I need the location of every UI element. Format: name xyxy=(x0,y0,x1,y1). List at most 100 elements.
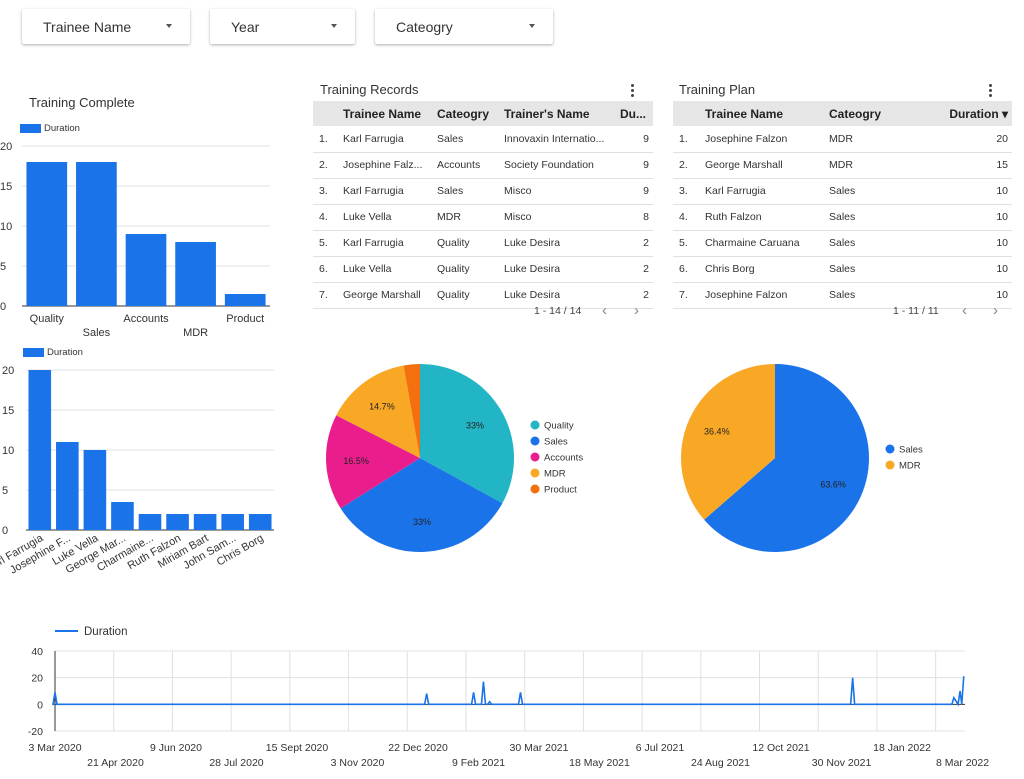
legend-swatch xyxy=(885,444,895,454)
filter-year[interactable]: Year xyxy=(210,9,355,44)
legend-label: MDR xyxy=(899,461,921,472)
cell-category: MDR xyxy=(825,152,915,179)
cell-idx: 2. xyxy=(673,152,701,179)
cell-name: Charmaine Caruana xyxy=(701,230,825,257)
cell-name: Chris Borg xyxy=(701,256,825,283)
cell-category: Quality xyxy=(433,230,500,257)
y-tick-label: 15 xyxy=(2,405,14,417)
cell-idx: 3. xyxy=(673,178,701,205)
pie-slice xyxy=(704,364,869,552)
column-header[interactable]: Trainee Name xyxy=(701,101,825,126)
chevron-down-icon xyxy=(529,24,535,28)
column-header-sorted[interactable]: Duration ▾ xyxy=(915,101,1012,126)
bar xyxy=(83,450,107,530)
bar xyxy=(26,162,68,306)
slice-label: 33% xyxy=(413,517,431,527)
x-tick-label: Accounts xyxy=(123,313,169,325)
y-tick-label: 40 xyxy=(31,646,43,658)
x-tick-label: 24 Aug 2021 xyxy=(691,757,750,769)
cell-idx: 2. xyxy=(313,152,339,179)
table-row[interactable]: 7. Josephine Falzon Sales 10 xyxy=(673,282,1012,309)
bar xyxy=(224,294,266,306)
duration-timeseries-chart: Duration 40 20 0 -20 3 Mar 2020 9 Jun 2020 15 S… xyxy=(28,626,989,769)
cell-duration: 8 xyxy=(616,204,653,231)
table-row[interactable]: 1. Josephine Falzon MDR 20 xyxy=(673,126,1012,153)
more-options-icon[interactable] xyxy=(631,84,634,99)
y-tick-label: 0 xyxy=(2,525,8,537)
records-category-pie: 33% 33% 16.5% 14.7% Quality Sales Accounts MDR P… xyxy=(326,364,583,552)
legend-swatch xyxy=(530,420,540,430)
y-tick-label: 0 xyxy=(0,301,6,313)
bar xyxy=(248,514,272,530)
pie-slice xyxy=(340,458,503,552)
x-tick-label: 9 Feb 2021 xyxy=(452,757,505,769)
cell-idx: 1. xyxy=(673,126,701,153)
y-tick-label: 5 xyxy=(0,261,6,273)
table-row[interactable]: 4. Ruth Falzon Sales 10 xyxy=(673,204,1012,231)
table-row[interactable]: 7. George Marshall Quality Luke Desira 2 xyxy=(313,282,653,309)
x-tick-label: 3 Nov 2020 xyxy=(331,757,385,769)
column-header[interactable]: Trainee Name xyxy=(339,101,433,126)
legend-swatch xyxy=(530,484,540,494)
y-tick-label: -20 xyxy=(28,726,43,738)
slice-label: 33% xyxy=(466,420,484,430)
cell-trainer: Society Foundation xyxy=(500,152,616,179)
x-tick-label: 6 Jul 2021 xyxy=(636,742,685,754)
cell-duration: 9 xyxy=(616,178,653,205)
table-header-row: Trainee Name Cateogry Trainer's Name Du.… xyxy=(313,101,653,126)
training-records-table: Trainee Name Cateogry Trainer's Name Du.… xyxy=(313,101,653,309)
pie-slice xyxy=(681,364,775,520)
filter-trainee-name[interactable]: Trainee Name xyxy=(22,9,190,44)
table-row[interactable]: 5. Charmaine Caruana Sales 10 xyxy=(673,230,1012,257)
y-tick-label: 0 xyxy=(37,699,43,711)
cell-category: Sales xyxy=(825,256,915,283)
slice-label: 14.7% xyxy=(369,402,395,412)
pie-slice xyxy=(403,364,420,458)
prev-page-button[interactable]: ‹ xyxy=(602,302,607,319)
cell-duration: 10 xyxy=(915,204,1012,231)
cell-category: Sales xyxy=(825,178,915,205)
y-tick-label: 15 xyxy=(0,181,12,193)
x-tick-label: 22 Dec 2020 xyxy=(388,742,448,754)
y-tick-label: 5 xyxy=(2,485,8,497)
x-tick-label: 9 Jun 2020 xyxy=(150,742,202,754)
table-row[interactable]: 6. Luke Vella Quality Luke Desira 2 xyxy=(313,256,653,283)
next-page-button[interactable]: › xyxy=(634,302,639,319)
table-row[interactable]: 4. Luke Vella MDR Misco 8 xyxy=(313,204,653,231)
legend-swatch xyxy=(885,460,895,470)
table-row[interactable]: 1. Karl Farrugia Sales Innovaxin Internatio… xyxy=(313,126,653,153)
table-row[interactable]: 6. Chris Borg Sales 10 xyxy=(673,256,1012,283)
column-header[interactable]: Cateogry xyxy=(433,101,500,126)
more-options-icon[interactable] xyxy=(989,84,992,99)
filter-category[interactable]: Cateogry xyxy=(375,9,553,44)
pie-slice xyxy=(336,365,420,458)
bar xyxy=(221,514,244,530)
y-tick-label: 20 xyxy=(31,673,43,685)
next-page-button[interactable]: › xyxy=(993,302,998,319)
column-header[interactable]: Du... xyxy=(616,101,653,126)
records-pagination: 1 - 14 / 14 xyxy=(534,305,582,317)
plan-pagination: 1 - 11 / 11 xyxy=(893,305,939,317)
bar xyxy=(111,502,134,530)
legend-swatch xyxy=(23,348,44,358)
column-header[interactable]: Trainer's Name xyxy=(500,101,616,126)
table-row[interactable]: 5. Karl Farrugia Quality Luke Desira 2 xyxy=(313,230,653,257)
cell-name: Luke Vella xyxy=(339,204,433,231)
cell-category: Sales xyxy=(825,282,915,309)
y-tick-label: 20 xyxy=(2,365,14,377)
slice-label: 36.4% xyxy=(704,427,730,437)
cell-idx: 3. xyxy=(313,178,339,205)
table-row[interactable]: 3. Karl Farrugia Sales 10 xyxy=(673,178,1012,205)
table-row[interactable]: 2. Josephine Falz... Accounts Society Found… xyxy=(313,152,653,179)
column-header[interactable]: Cateogry xyxy=(825,101,915,126)
table-row[interactable]: 2. George Marshall MDR 15 xyxy=(673,152,1012,179)
x-tick-label: 18 May 2021 xyxy=(569,757,630,769)
cell-name: Luke Vella xyxy=(339,256,433,283)
filter-label: Trainee Name xyxy=(43,18,132,35)
legend-label: Duration xyxy=(84,626,127,638)
cell-idx: 7. xyxy=(313,282,339,309)
prev-page-button[interactable]: ‹ xyxy=(962,302,967,319)
table-row[interactable]: 3. Karl Farrugia Sales Misco 9 xyxy=(313,178,653,205)
filter-label: Cateogry xyxy=(396,18,453,35)
x-tick-label: 8 Mar 2022 xyxy=(936,757,989,769)
